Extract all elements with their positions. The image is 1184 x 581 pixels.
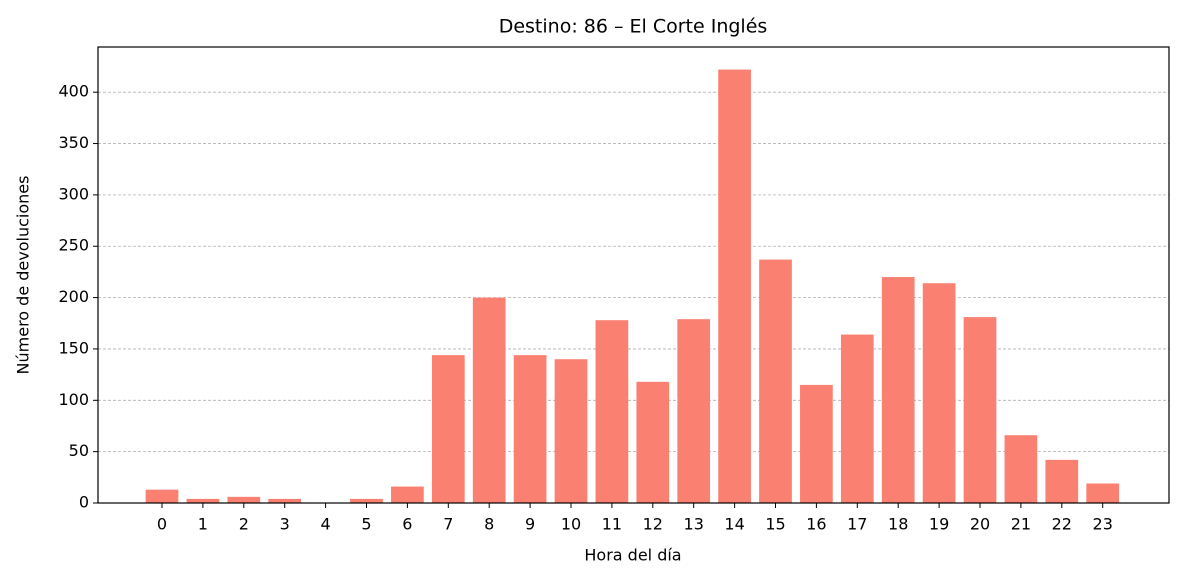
bar [1045,459,1079,503]
bar [963,317,997,503]
x-tick-label: 17 [847,515,867,534]
y-tick-label: 350 [58,133,89,152]
x-tick-label: 13 [684,515,704,534]
bar [554,359,588,503]
x-tick-label: 9 [525,515,535,534]
bar [800,384,833,503]
x-tick-label: 15 [765,515,785,534]
bar [759,259,792,503]
plot-frame [97,46,1170,504]
x-tick-label: 1 [198,515,208,534]
bar [1004,435,1038,503]
x-axis-label: Hora del día [584,546,681,565]
bar [1086,483,1120,503]
x-tick-label: 0 [157,515,167,534]
bar [922,283,956,503]
x-tick-label: 16 [806,515,826,534]
x-tick-label: 3 [280,515,290,534]
bar [840,334,874,503]
y-tick-label: 200 [58,287,89,306]
x-tick-label: 23 [1093,515,1113,534]
x-tick-label: 20 [970,515,990,534]
y-tick-label: 400 [58,82,89,101]
x-tick-label: 19 [929,515,949,534]
x-tick-label: 5 [361,515,371,534]
bar [595,320,629,503]
bar [431,355,465,503]
y-tick-label: 100 [58,390,89,409]
x-tick-label: 21 [1011,515,1031,534]
x-tick-label: 18 [888,515,908,534]
bar [227,496,261,503]
bar [186,498,220,503]
y-tick-label: 250 [58,236,89,255]
y-tick-label: 0 [79,493,89,512]
bar [145,489,179,503]
x-tick-label: 22 [1052,515,1072,534]
x-tick-label: 14 [724,515,744,534]
x-tick-label: 8 [484,515,494,534]
bar [391,486,424,503]
x-tick-label: 7 [443,515,453,534]
x-tick-label: 10 [561,515,581,534]
y-tick-label: 50 [69,441,89,460]
bar [472,297,506,503]
y-tick-label: 150 [58,338,89,357]
x-tick-label: 6 [402,515,412,534]
x-tick-label: 4 [321,515,331,534]
bar [636,381,670,503]
bar [513,355,547,503]
x-tick-label: 12 [643,515,663,534]
bar [677,319,711,503]
x-tick-label: 2 [239,515,249,534]
bar [350,498,383,503]
bar [268,498,302,503]
y-axis-label: Número de devoluciones [14,176,33,375]
bar [881,277,915,503]
chart-title: Destino: 86 – El Corte Inglés [499,16,768,38]
y-tick-label: 300 [58,184,89,203]
x-tick-label: 11 [602,515,622,534]
bar [718,69,751,503]
